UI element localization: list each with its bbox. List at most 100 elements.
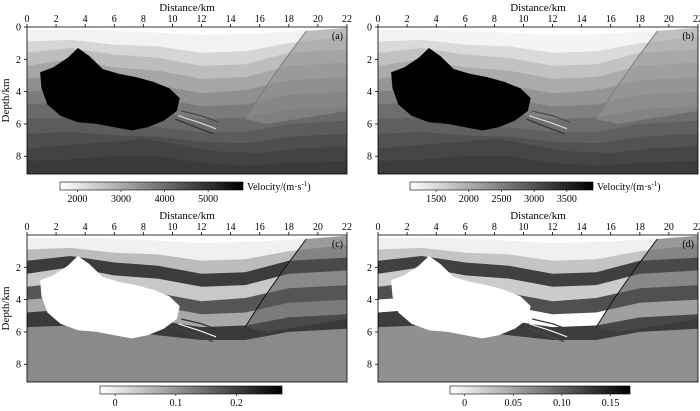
reflector-streak xyxy=(178,115,217,130)
x-tick-label: 6 xyxy=(112,14,117,25)
y-tick-label: 2 xyxy=(16,263,21,274)
x-tick-label: 4 xyxy=(83,222,88,233)
x-tick-label: 0 xyxy=(376,14,381,25)
x-tick-label: 14 xyxy=(226,14,236,25)
panel-label: (b) xyxy=(682,31,694,42)
y-tick-label: 2 xyxy=(16,55,21,66)
fault-line xyxy=(532,318,571,331)
fault-block xyxy=(596,235,698,332)
colorbar-tick-label: 0.2 xyxy=(230,398,243,409)
x-tick-label: 4 xyxy=(434,222,439,233)
y-tick-label: 6 xyxy=(367,327,372,338)
fault-line xyxy=(181,318,220,331)
reflector-streak xyxy=(178,323,217,338)
colorbar-tick-label: 2500 xyxy=(492,194,512,205)
x-tick-label: 10 xyxy=(167,222,177,233)
y-tick-label: 8 xyxy=(16,360,21,371)
x-tick-label: 2 xyxy=(54,14,59,25)
colorbar-tick-label: 3500 xyxy=(557,194,577,205)
colorbar-tick-label: 5000 xyxy=(198,194,218,205)
model-plot xyxy=(27,235,347,382)
y-tick-label: 0 xyxy=(16,23,21,34)
x-tick-label: 2 xyxy=(405,14,410,25)
x-tick-label: 8 xyxy=(492,14,497,25)
salt-body xyxy=(391,48,531,131)
colorbar-gradient xyxy=(59,181,244,191)
layer-band xyxy=(378,364,698,382)
reflector-streak xyxy=(529,323,568,338)
colorbar-gradient xyxy=(409,181,594,191)
x-tick-label: 18 xyxy=(284,222,294,233)
x-tick-label: 20 xyxy=(664,222,674,233)
colorbar-title: Velocity/(m·s-1) xyxy=(597,180,661,193)
x-tick-label: 22 xyxy=(693,222,700,233)
layer-band xyxy=(27,364,347,382)
plot-frame xyxy=(377,234,699,383)
x-tick-label: 8 xyxy=(492,222,497,233)
colorbar-tick-label: 0 xyxy=(462,398,467,409)
fault-line xyxy=(244,238,307,328)
colorbar-tick-label: 4000 xyxy=(155,194,175,205)
y-tick-label: 0 xyxy=(367,23,372,34)
x-tick-label: 18 xyxy=(284,14,294,25)
plot-frame xyxy=(26,26,348,175)
fault-block xyxy=(245,235,347,332)
model-plot xyxy=(27,27,347,174)
colorbar: 0 0.1 0.2 xyxy=(99,385,283,409)
x-tick-label: 2 xyxy=(54,222,59,233)
x-tick-label: 16 xyxy=(255,14,265,25)
x-axis-title: Distance/km xyxy=(159,210,215,222)
panel-c: 0 2 4 6 8 10 12 14 16 18 20 22 Distance/km 2 4 6 8 Depth/… xyxy=(0,210,352,409)
x-axis-title: Distance/km xyxy=(510,2,566,14)
x-tick-label: 2 xyxy=(405,222,410,233)
x-tick-label: 20 xyxy=(664,14,674,25)
colorbar-tick-label: 0.1 xyxy=(170,398,183,409)
y-tick-label: 4 xyxy=(16,295,21,306)
fault-line xyxy=(244,30,307,120)
x-tick-label: 0 xyxy=(25,222,30,233)
x-tick-label: 14 xyxy=(577,14,587,25)
panel-label: (d) xyxy=(682,239,694,250)
x-tick-label: 16 xyxy=(606,222,616,233)
x-tick-label: 20 xyxy=(313,14,323,25)
salt-body xyxy=(391,256,531,339)
fault-line xyxy=(532,110,571,123)
colorbar-tick-label: 0.05 xyxy=(504,398,522,409)
layer-band xyxy=(27,156,347,174)
x-tick-label: 10 xyxy=(167,14,177,25)
colorbar: 1500 2000 2500 3000 3500 Velocity/(m·s-1) xyxy=(409,180,661,205)
plot-frame xyxy=(26,234,348,383)
fault-line xyxy=(595,238,658,328)
x-tick-label: 8 xyxy=(141,14,146,25)
y-tick-label: 4 xyxy=(16,87,21,98)
panel-d: 0 2 4 6 8 10 12 14 16 18 20 22 Distance/km 2 4 6 8 (d) 0 0.… xyxy=(367,210,700,409)
plot-frame xyxy=(377,26,699,175)
x-tick-label: 16 xyxy=(255,222,265,233)
x-tick-label: 20 xyxy=(313,222,323,233)
fault-line xyxy=(175,326,214,343)
x-tick-label: 18 xyxy=(635,222,645,233)
x-tick-label: 0 xyxy=(25,14,30,25)
model-plot xyxy=(378,235,698,382)
x-tick-label: 4 xyxy=(83,14,88,25)
x-tick-label: 6 xyxy=(463,14,468,25)
fault-line xyxy=(175,118,214,135)
fault-block xyxy=(245,27,347,124)
colorbar-title: Velocity/(m·s-1) xyxy=(247,180,311,193)
y-tick-label: 6 xyxy=(367,119,372,130)
salt-body xyxy=(40,256,180,339)
x-tick-label: 12 xyxy=(197,14,207,25)
x-tick-label: 12 xyxy=(548,222,558,233)
x-tick-label: 10 xyxy=(518,222,528,233)
x-axis-title: Distance/km xyxy=(159,2,215,14)
salt-body xyxy=(40,48,180,131)
x-tick-label: 16 xyxy=(606,14,616,25)
x-axis-title: Distance/km xyxy=(510,210,566,222)
y-tick-label: 4 xyxy=(367,295,372,306)
layer-band xyxy=(378,156,698,174)
x-tick-label: 14 xyxy=(577,222,587,233)
x-tick-label: 0 xyxy=(376,222,381,233)
fault-line xyxy=(595,30,658,120)
x-tick-label: 22 xyxy=(342,14,352,25)
